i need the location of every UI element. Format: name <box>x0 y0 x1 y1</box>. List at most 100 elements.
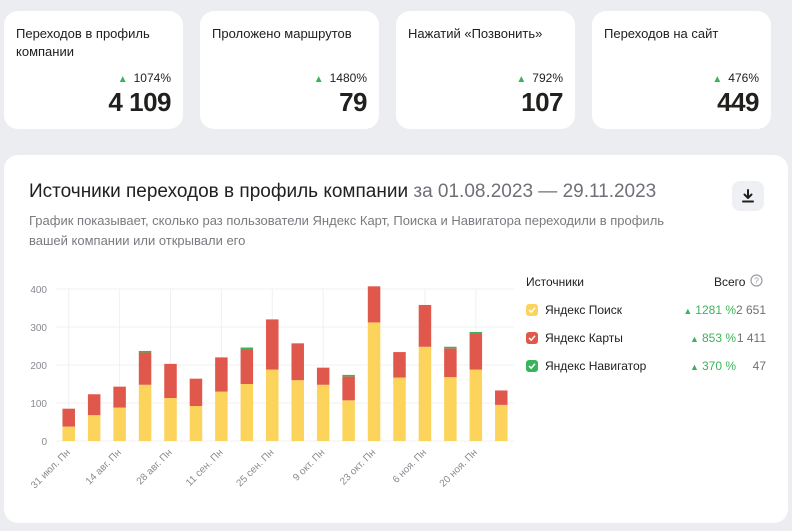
kpi-value: 107 <box>521 87 563 117</box>
legend-item-total: 47 <box>752 359 766 373</box>
bar-segment <box>138 350 152 353</box>
trend-up-icon: ▲ <box>690 362 699 372</box>
x-tick-label: 11 сен. Пн <box>184 447 225 488</box>
checkbox-checked-icon[interactable] <box>526 332 538 344</box>
bar-segment <box>164 363 177 399</box>
y-tick-label: 400 <box>30 285 47 296</box>
kpi-row: Переходов в профиль компании ▲ 1074% 4 10… <box>4 11 788 129</box>
bar-segment <box>240 349 254 384</box>
legend-item-total: 1 411 <box>736 331 766 345</box>
bar-segment <box>444 346 457 349</box>
kpi-delta-value: 476% <box>728 71 759 85</box>
trend-up-icon: ▲ <box>712 74 723 85</box>
bar-segment <box>113 407 126 441</box>
kpi-delta: ▲ 792% <box>516 71 563 85</box>
x-tick-label: 6 ноя. Пн <box>391 447 429 485</box>
kpi-delta-value: 1480% <box>329 71 367 85</box>
x-tick-label: 28 авг. Пн <box>135 447 175 487</box>
x-tick-label: 23 окт. Пн <box>338 447 378 487</box>
x-tick-label: 20 ноя. Пн <box>438 447 480 489</box>
sources-panel: Источники переходов в профиль компании з… <box>4 155 788 523</box>
legend-item-pct: ▲ 1281 % <box>683 303 736 317</box>
bar-segment <box>342 374 355 377</box>
x-tick-label: 31 июл. Пн <box>29 447 73 491</box>
bar-segment <box>62 408 75 427</box>
info-icon[interactable]: ? <box>750 274 763 287</box>
kpi-card-profile-visits[interactable]: Переходов в профиль компании ▲ 1074% 4 10… <box>4 11 183 129</box>
legend-item-pct-value: 1281 % <box>695 303 736 317</box>
trend-up-icon: ▲ <box>516 74 527 85</box>
bar-segment <box>189 406 203 441</box>
trend-up-icon: ▲ <box>313 74 324 85</box>
bar-segment <box>240 347 254 350</box>
bar-segment <box>62 426 75 441</box>
kpi-card-routes[interactable]: Проложено маршрутов ▲ 1480% 79 <box>200 11 379 129</box>
bar-segment <box>418 304 432 347</box>
legend-item-name: Яндекс Навигатор <box>545 359 647 373</box>
bar-segment <box>113 386 126 408</box>
kpi-delta: ▲ 476% <box>712 71 759 85</box>
bar-segment <box>469 331 483 334</box>
bar-segment <box>495 390 508 405</box>
bar-segment <box>342 400 355 441</box>
bar-segment <box>189 378 203 407</box>
bar-segment <box>342 376 355 401</box>
bar-segment <box>316 367 330 385</box>
kpi-card-site-visits[interactable]: Переходов на сайт ▲ 476% 449 <box>592 11 771 129</box>
bar-segment <box>393 352 406 378</box>
bar-segment <box>469 333 483 370</box>
kpi-delta: ▲ 1074% <box>118 71 171 85</box>
trend-up-icon: ▲ <box>690 334 699 344</box>
bar-segment <box>291 380 304 441</box>
bar-segment <box>367 322 381 441</box>
bar-segment <box>164 398 177 441</box>
bar-segment <box>291 343 304 381</box>
y-tick-label: 200 <box>30 361 47 372</box>
x-tick-label: 14 авг. Пн <box>84 447 124 487</box>
bar-segment <box>393 377 406 441</box>
x-tick-label: 25 сен. Пн <box>234 447 276 489</box>
legend-item-pct: ▲ 370 % <box>690 359 736 373</box>
bar-segment <box>418 346 432 441</box>
bar-segment <box>138 384 152 441</box>
legend-item-pct-value: 370 % <box>701 359 736 373</box>
svg-text:?: ? <box>754 276 759 286</box>
bar-segment <box>367 286 381 323</box>
trend-up-icon: ▲ <box>117 74 128 85</box>
kpi-title: Переходов в профиль компании <box>16 26 150 59</box>
bar-segment <box>87 394 101 416</box>
kpi-delta-value: 792% <box>532 71 563 85</box>
kpi-delta-value: 1074% <box>133 71 171 85</box>
trend-up-icon: ▲ <box>683 306 693 316</box>
legend-item-total: 2 651 <box>735 303 766 317</box>
bar-segment <box>215 357 228 392</box>
bar-segment <box>240 384 254 441</box>
bar-segment <box>444 348 457 378</box>
kpi-title: Нажатий «Позвонить» <box>408 26 543 41</box>
panel-description: График показывает, сколько раз пользоват… <box>29 213 665 248</box>
bar-segment <box>495 404 508 441</box>
checkbox-checked-icon[interactable] <box>526 304 538 316</box>
stacked-bar-chart: 0 100 200 300 400 31 июл. Пн 14 авг. Пн 28 авг.… <box>29 285 514 491</box>
legend-item-name: Яндекс Поиск <box>545 303 622 317</box>
legend-item-maps[interactable]: Яндекс Карты ▲ 853 % 1 411 <box>526 329 766 349</box>
y-tick-label: 300 <box>30 323 47 334</box>
kpi-value: 449 <box>717 87 759 117</box>
bar-segment <box>469 369 483 441</box>
legend-item-pct: ▲ 853 % <box>690 331 736 345</box>
x-tick-label: 9 окт. Пн <box>291 447 327 483</box>
legend-item-navigator[interactable]: Яндекс Навигатор ▲ 370 % 47 <box>526 357 766 377</box>
kpi-title: Проложено маршрутов <box>212 26 352 41</box>
checkbox-checked-icon[interactable] <box>526 360 538 372</box>
legend-item-name: Яндекс Карты <box>545 331 623 345</box>
kpi-title: Переходов на сайт <box>604 26 719 41</box>
bar-segment <box>266 369 279 441</box>
y-tick-label: 100 <box>30 399 47 410</box>
y-tick-label: 0 <box>41 437 47 448</box>
panel-period: за 01.08.2023 — 29.11.2023 <box>413 181 657 202</box>
panel-title: Источники переходов в профиль компании з… <box>29 180 656 204</box>
panel-title-text: Источники переходов в профиль компании <box>29 181 409 202</box>
legend-item-search[interactable]: Яндекс Поиск ▲ 1281 % 2 651 <box>526 301 766 321</box>
kpi-card-calls[interactable]: Нажатий «Позвонить» ▲ 792% 107 <box>396 11 575 129</box>
download-button[interactable] <box>732 181 764 211</box>
